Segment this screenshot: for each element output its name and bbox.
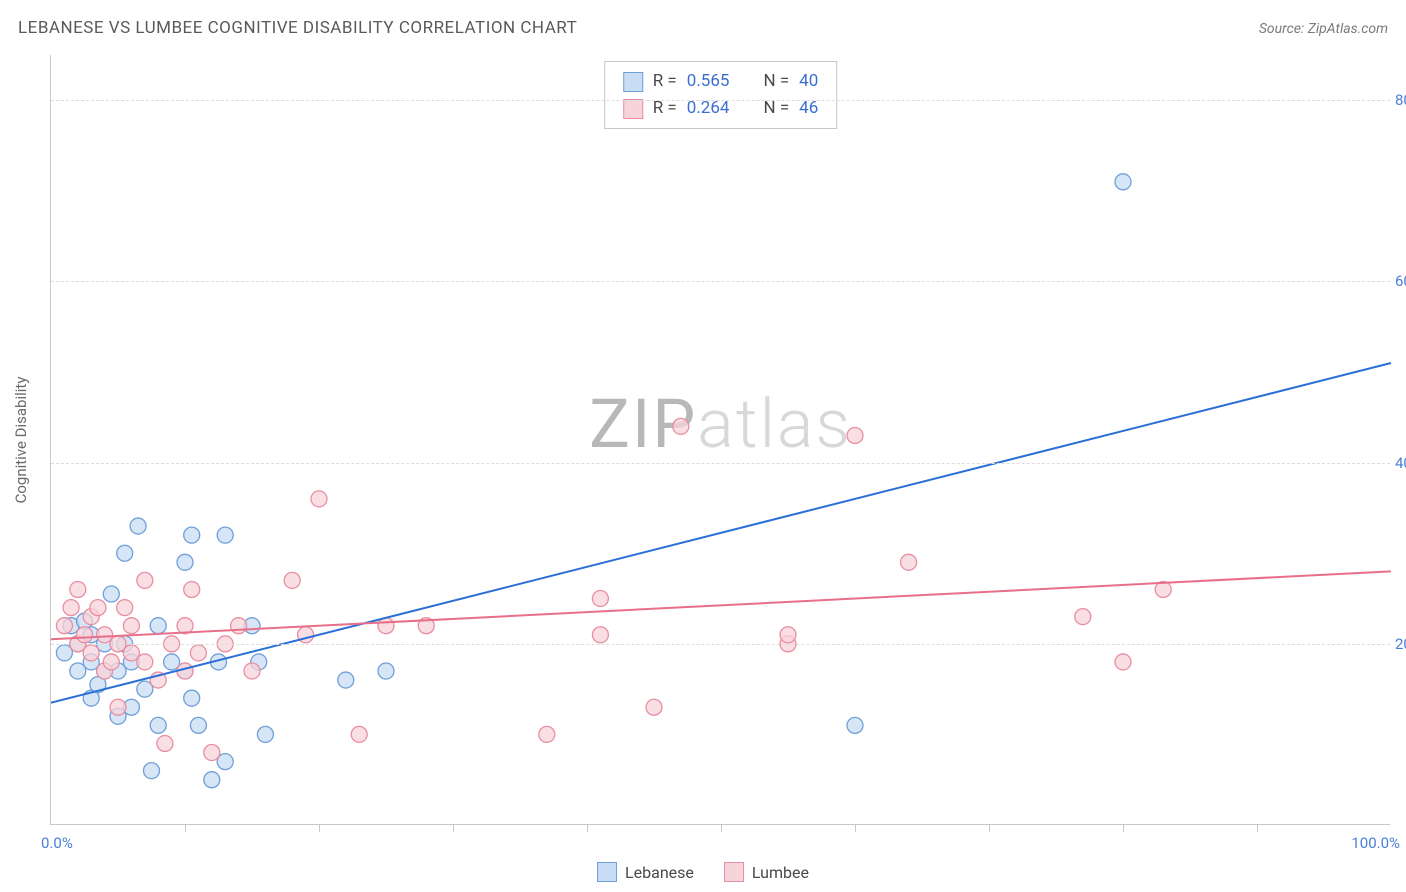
data-point: [103, 586, 119, 602]
data-point: [592, 627, 608, 643]
chart-title: LEBANESE VS LUMBEE COGNITIVE DISABILITY …: [18, 18, 577, 38]
legend-swatch: [623, 72, 643, 92]
data-point: [204, 745, 220, 761]
stat-r-value: 0.264: [687, 95, 730, 122]
data-point: [110, 699, 126, 715]
data-point: [177, 554, 193, 570]
stat-n-value: 46: [799, 95, 818, 122]
legend-swatch: [597, 862, 617, 882]
data-point: [847, 427, 863, 443]
y-tick-label: 20.0%: [1395, 635, 1406, 653]
data-point: [90, 600, 106, 616]
stats-legend-box: R = 0.565 N = 40 R = 0.264 N = 46: [604, 61, 838, 129]
trend-line: [51, 363, 1391, 703]
data-point: [123, 618, 139, 634]
data-point: [56, 618, 72, 634]
data-point: [117, 600, 133, 616]
stat-n-label: N =: [763, 68, 789, 95]
data-point: [184, 581, 200, 597]
bottom-legend: Lebanese Lumbee: [597, 862, 809, 882]
data-point: [150, 618, 166, 634]
x-tick: [453, 824, 454, 832]
legend-swatch: [623, 99, 643, 119]
data-point: [1115, 174, 1131, 190]
data-point: [144, 763, 160, 779]
data-point: [311, 491, 327, 507]
data-point: [847, 717, 863, 733]
data-point: [901, 554, 917, 570]
stat-r-value: 0.565: [687, 68, 730, 95]
data-point: [673, 418, 689, 434]
data-point: [157, 735, 173, 751]
y-tick-label: 60.0%: [1395, 272, 1406, 290]
y-tick-label: 80.0%: [1395, 91, 1406, 109]
data-point: [646, 699, 662, 715]
data-point: [190, 717, 206, 733]
stats-row: R = 0.565 N = 40: [623, 68, 819, 95]
x-tick: [185, 824, 186, 832]
y-tick-label: 40.0%: [1395, 454, 1406, 472]
data-point: [103, 654, 119, 670]
data-point: [137, 572, 153, 588]
legend-swatch: [724, 862, 744, 882]
data-point: [150, 717, 166, 733]
stat-r-label: R =: [653, 95, 677, 122]
gridline-h: [51, 100, 1390, 101]
stat-r-label: R =: [653, 68, 677, 95]
data-point: [244, 663, 260, 679]
legend-item: Lebanese: [597, 862, 694, 882]
y-axis-title: Cognitive Disability: [12, 376, 30, 503]
data-point: [130, 518, 146, 534]
gridline-h: [51, 463, 1390, 464]
data-point: [184, 690, 200, 706]
x-tick: [587, 824, 588, 832]
data-point: [117, 545, 133, 561]
legend-label: Lebanese: [625, 863, 694, 882]
header-row: LEBANESE VS LUMBEE COGNITIVE DISABILITY …: [18, 18, 1388, 38]
x-tick: [319, 824, 320, 832]
x-tick: [721, 824, 722, 832]
data-point: [257, 726, 273, 742]
data-point: [284, 572, 300, 588]
legend-label: Lumbee: [752, 863, 809, 882]
legend-item: Lumbee: [724, 862, 809, 882]
data-point: [378, 663, 394, 679]
data-point: [184, 527, 200, 543]
data-point: [190, 645, 206, 661]
data-point: [204, 772, 220, 788]
x-tick: [1123, 824, 1124, 832]
stat-n-value: 40: [799, 68, 818, 95]
data-point: [63, 600, 79, 616]
x-axis-max-label: 100.0%: [1351, 834, 1400, 852]
gridline-h: [51, 644, 1390, 645]
data-point: [137, 654, 153, 670]
x-tick: [989, 824, 990, 832]
stats-row: R = 0.264 N = 46: [623, 95, 819, 122]
trend-line: [51, 571, 1391, 639]
source-label: Source: ZipAtlas.com: [1259, 21, 1388, 37]
data-point: [77, 627, 93, 643]
x-tick: [855, 824, 856, 832]
data-point: [338, 672, 354, 688]
data-point: [539, 726, 555, 742]
data-point: [780, 627, 796, 643]
data-point: [217, 527, 233, 543]
data-point: [592, 591, 608, 607]
data-point: [70, 581, 86, 597]
data-point: [83, 645, 99, 661]
x-axis-min-label: 0.0%: [41, 834, 73, 852]
gridline-h: [51, 281, 1390, 282]
data-point: [1115, 654, 1131, 670]
data-point: [351, 726, 367, 742]
plot-svg: [51, 55, 1390, 824]
plot-area: Cognitive Disability ZIPatlas R =0.565N …: [50, 55, 1390, 825]
data-point: [1075, 609, 1091, 625]
x-tick: [1257, 824, 1258, 832]
stat-n-label: N =: [763, 95, 789, 122]
data-point: [231, 618, 247, 634]
